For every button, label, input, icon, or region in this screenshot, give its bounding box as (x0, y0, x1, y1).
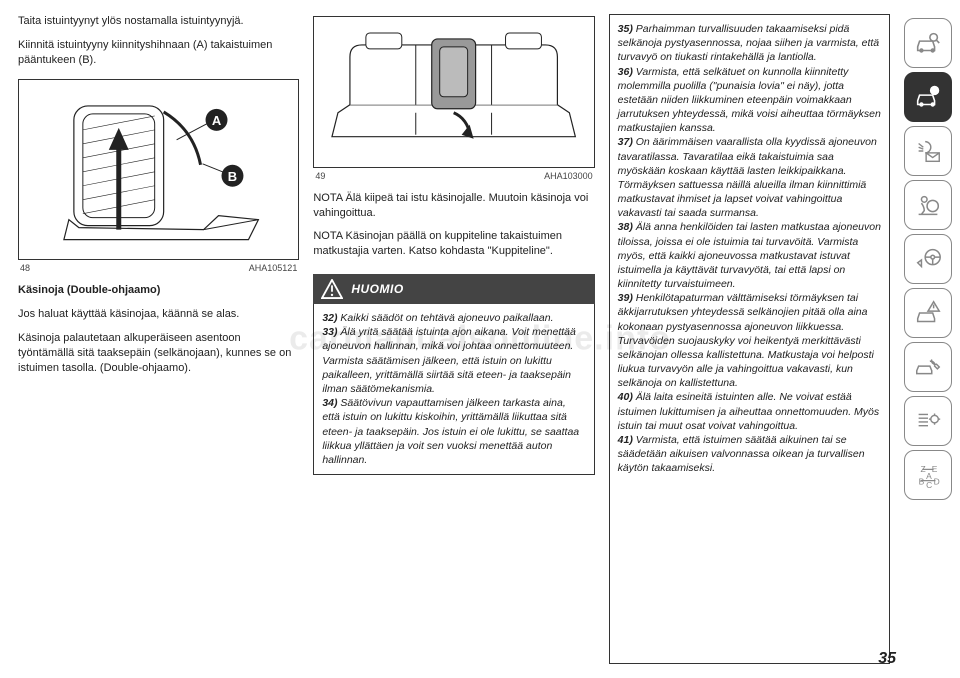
figure-49 (313, 16, 594, 168)
sidebar-icon-list-gear[interactable] (904, 396, 952, 446)
huomio-box: HUOMIO 32) Kaikki säädöt on tehtävä ajon… (313, 274, 594, 475)
col1-para-1: Taita istuintyynyt ylös nostamalla istui… (18, 14, 299, 29)
svg-text:D: D (934, 476, 940, 486)
sidebar-icon-car-info[interactable]: i (904, 72, 952, 122)
sidebar-icon-car-warning[interactable] (904, 288, 952, 338)
warning-item: 38) Älä anna henkilöiden tai lasten matk… (618, 220, 881, 291)
warning-item: 40) Älä laita esineitä istuinten alle. N… (618, 390, 881, 433)
manual-page: Taita istuintyynyt ylös nostamalla istui… (0, 0, 960, 678)
seat-cushion-fold-illustration: A B (19, 80, 298, 260)
figure-48-caption: 48 AHA105121 (18, 260, 299, 274)
figure-49-wrapper: 49 AHA103000 (313, 14, 594, 182)
column-2: 49 AHA103000 NOTA Älä kiipeä tai istu kä… (313, 14, 594, 664)
figure-48-label-b: B (228, 168, 237, 183)
sidebar-icon-car-wrench[interactable] (904, 342, 952, 392)
sidebar-icon-airbag[interactable] (904, 180, 952, 230)
figure-49-code: AHA103000 (544, 170, 593, 182)
huomio-header: HUOMIO (313, 274, 594, 304)
figure-48: A B (18, 79, 299, 261)
svg-text:B: B (919, 476, 925, 486)
figure-49-number: 49 (315, 170, 325, 182)
armrest-illustration (314, 17, 593, 167)
col1-heading-kasinoja: Käsinoja (Double-ohjaamo) (18, 283, 299, 298)
figure-49-caption: 49 AHA103000 (313, 168, 594, 182)
col2-nota-2: NOTA Käsinojan päällä on kuppiteline tak… (313, 229, 594, 259)
huomio-label: HUOMIO (351, 281, 403, 297)
warning-item: 39) Henkilötapaturman välttämiseksi törm… (618, 291, 881, 390)
sidebar-icon-steering[interactable] (904, 234, 952, 284)
page-number: 35 (878, 650, 896, 668)
col1-para-3: Jos haluat käyttää käsinojaa, käännä se … (18, 307, 299, 322)
figure-48-wrapper: A B 48 AHA105121 (18, 77, 299, 275)
col1-para-2: Kiinnitä istuintyyny kiinnityshihnaan (A… (18, 38, 299, 68)
figure-48-code: AHA105121 (249, 262, 298, 274)
warning-item: 35) Parhaimman turvallisuuden takaamisek… (618, 22, 881, 65)
figure-48-number: 48 (20, 262, 30, 274)
col2-nota-1: NOTA Älä kiipeä tai istu käsinojalle. Mu… (313, 191, 594, 221)
sidebar-icon-lights-mail[interactable] (904, 126, 952, 176)
sidebar-icon-index[interactable]: Z E B C D A (904, 450, 952, 500)
warning-item: 36) Varmista, että selkätuet on kunnolla… (618, 65, 881, 136)
warning-item: 41) Varmista, että istuimen säätää aikui… (618, 433, 881, 476)
col1-para-4: Käsinoja palautetaan alkuperäiseen asent… (18, 331, 299, 376)
huomio-item: 33) Älä yritä säätää istuinta ajon aikan… (322, 325, 585, 396)
svg-text:C: C (926, 480, 932, 490)
column-1: Taita istuintyynyt ylös nostamalla istui… (18, 14, 299, 664)
huomio-body: 32) Kaikki säädöt on tehtävä ajoneuvo pa… (313, 304, 594, 475)
column-3: 35) Parhaimman turvallisuuden takaamisek… (609, 14, 890, 664)
warning-item: 37) On äärimmäisen vaarallista olla kyyd… (618, 135, 881, 220)
col3-warning-box: 35) Parhaimman turvallisuuden takaamisek… (609, 14, 890, 664)
warning-triangle-icon (321, 279, 343, 299)
section-sidebar: i (904, 14, 960, 664)
huomio-item: 34) Säätövivun vapauttamisen jälkeen tar… (322, 396, 585, 467)
figure-48-label-a: A (212, 112, 222, 127)
svg-text:A: A (926, 471, 932, 481)
huomio-item: 32) Kaikki säädöt on tehtävä ajoneuvo pa… (322, 311, 585, 325)
sidebar-icon-car-search[interactable] (904, 18, 952, 68)
